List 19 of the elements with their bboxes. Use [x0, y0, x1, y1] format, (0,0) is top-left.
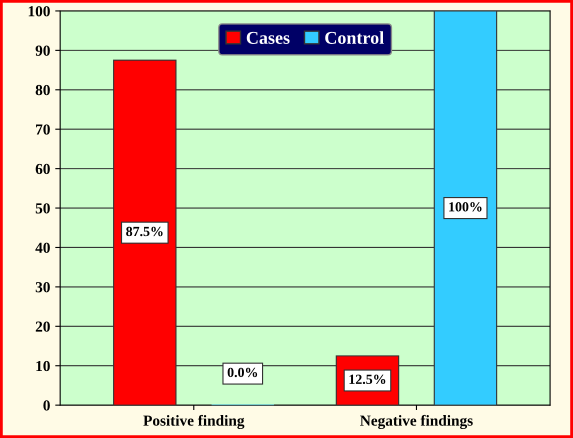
data-label: 87.5% — [126, 226, 163, 236]
y-tick-label: 80 — [36, 84, 50, 96]
y-tick-label: 0 — [43, 400, 50, 411]
y-tick-label: 60 — [36, 164, 50, 174]
y-tick-label: 40 — [35, 242, 50, 253]
data-label: 12.5% — [349, 374, 386, 384]
data-label: 0.0% — [228, 368, 258, 378]
y-tick-label: 90 — [36, 46, 50, 56]
legend-label: Control — [325, 31, 384, 44]
y-tick-label: 10 — [36, 360, 50, 372]
legend-label: Cases — [246, 32, 290, 44]
y-tick-label: 20 — [36, 321, 50, 332]
y-tick-label: 100 — [28, 6, 50, 16]
x-tick-label: Negative findings — [360, 414, 473, 429]
y-tick-label: 30 — [36, 282, 50, 292]
y-tick-label: 70 — [36, 124, 50, 135]
data-label: 100% — [449, 202, 482, 212]
x-tick-label: Positive finding — [143, 414, 244, 429]
y-tick-label: 50 — [36, 203, 50, 214]
